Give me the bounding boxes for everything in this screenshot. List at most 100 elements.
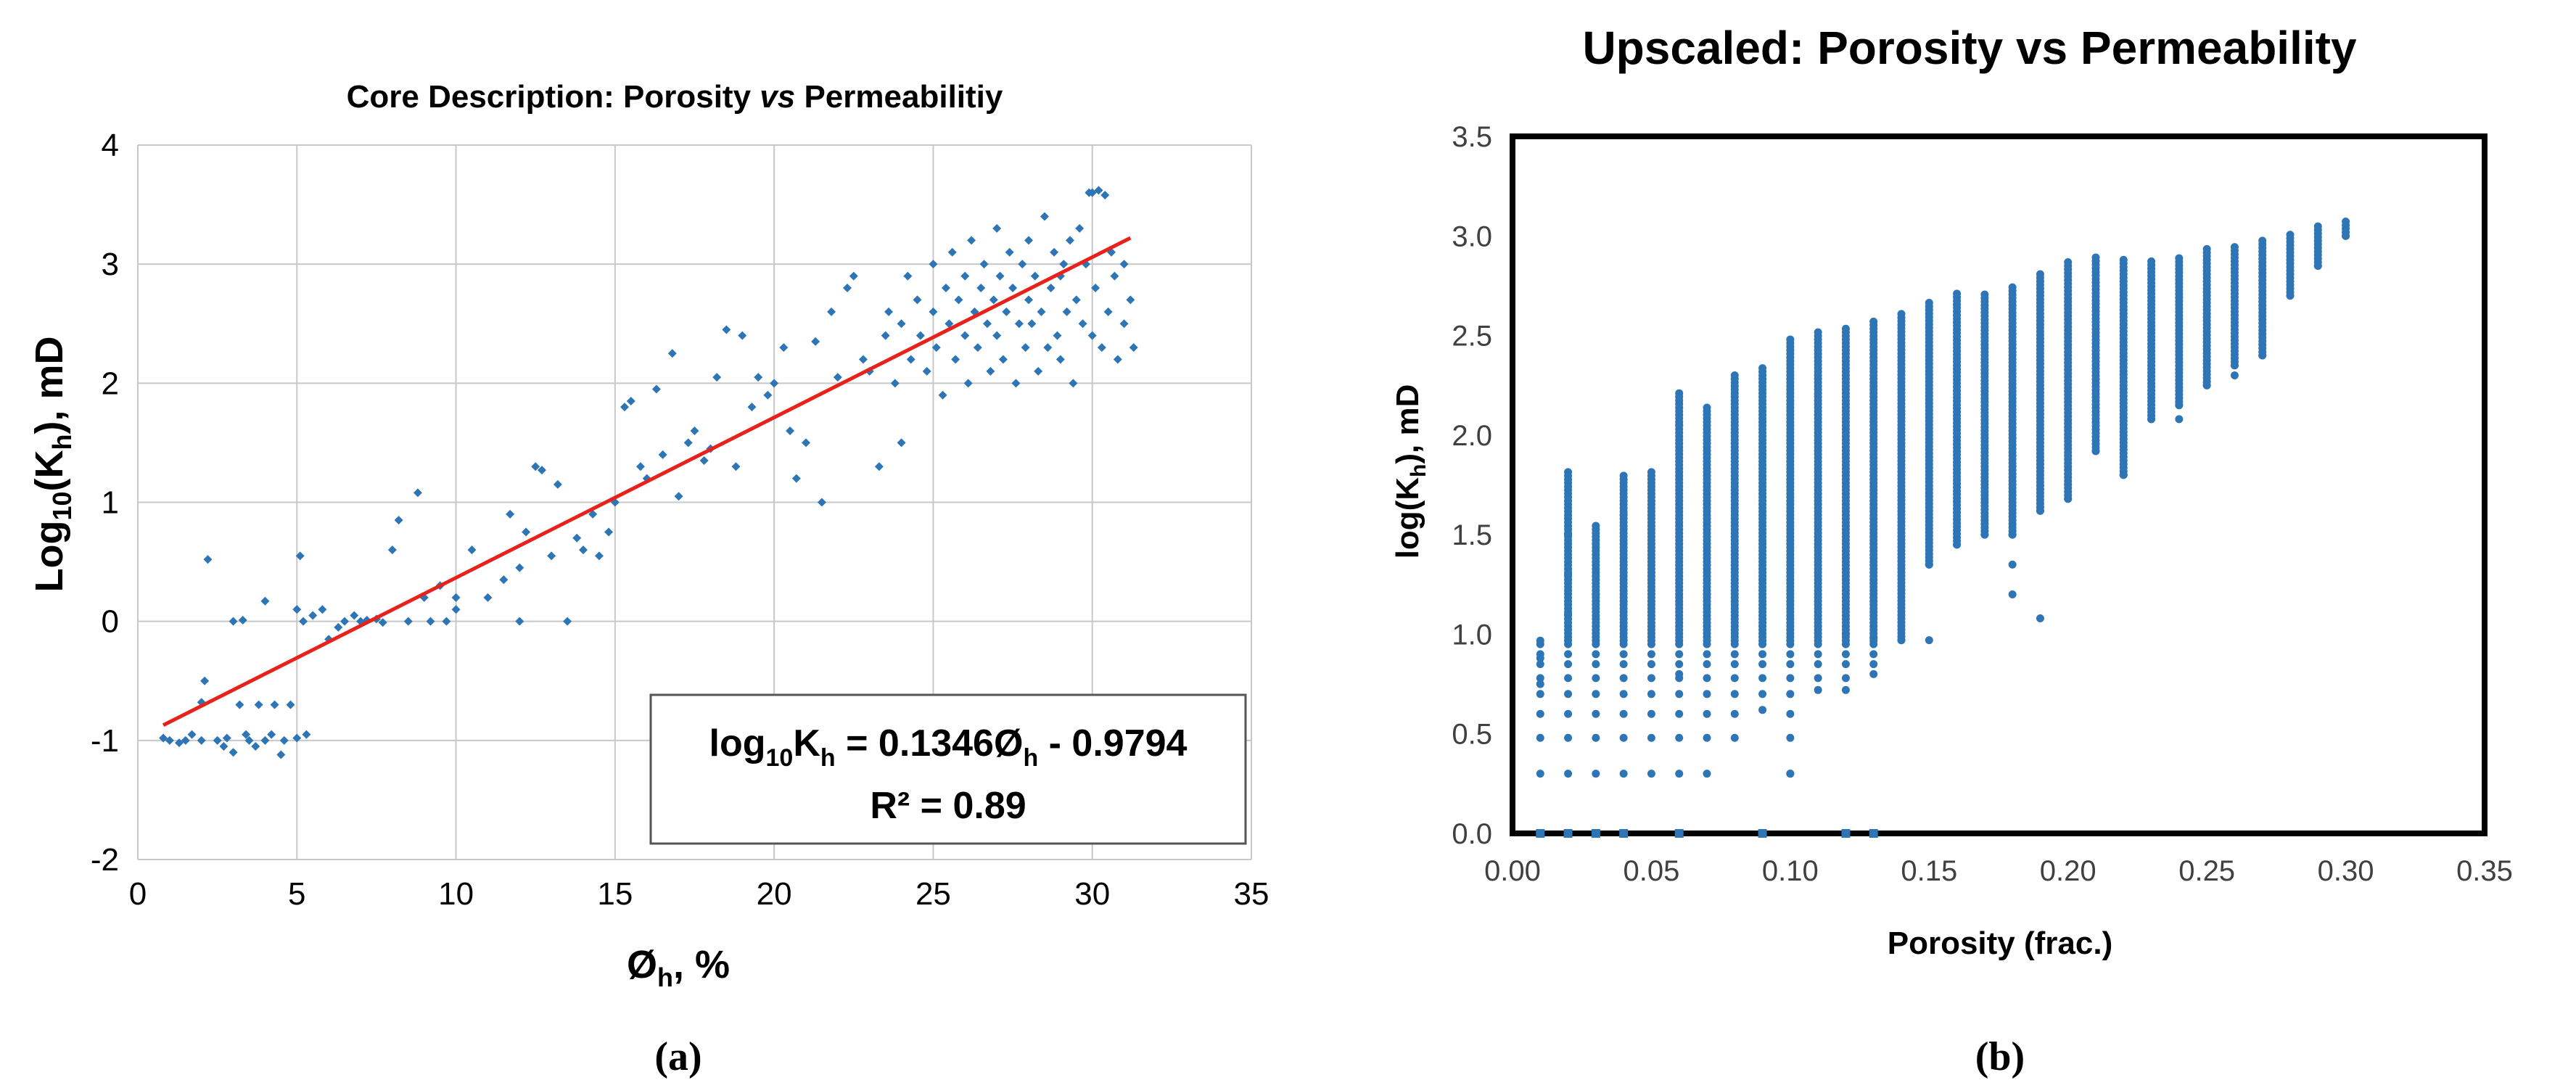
data-point (651, 384, 661, 394)
data-point (1647, 709, 1655, 718)
y-tick-label: 3 (102, 247, 119, 282)
data-point (1037, 307, 1046, 316)
data-point (2258, 351, 2267, 360)
data-point (960, 271, 970, 281)
data-point (1592, 660, 1600, 669)
x-tick-label: 0.10 (1762, 855, 1819, 887)
data-point (467, 545, 477, 555)
data-point (1024, 295, 1033, 305)
data-point (1087, 188, 1097, 197)
data-point (1024, 236, 1033, 245)
data-point (1564, 770, 1573, 778)
data-point (1953, 540, 1962, 549)
outlier-point (1925, 636, 1933, 645)
data-point (1592, 733, 1600, 742)
outlier-point (1841, 630, 1850, 638)
data-point (1008, 284, 1018, 292)
outlier-point (1619, 511, 1628, 519)
data-point (604, 527, 614, 537)
outlier-point (1592, 590, 1600, 599)
data-point (1005, 247, 1014, 257)
data-point (1592, 709, 1600, 718)
data-point (175, 738, 184, 748)
data-point (1786, 733, 1795, 742)
data-point (308, 611, 318, 620)
data-point (378, 618, 387, 627)
data-point (1592, 690, 1600, 698)
data-point (1786, 335, 1795, 344)
data-point (811, 337, 820, 346)
data-point (2230, 243, 2239, 252)
y-tick-label: 4 (102, 128, 119, 163)
data-point (572, 533, 582, 543)
data-point (1536, 636, 1544, 645)
outlier-point (1564, 570, 1573, 579)
x-tick-label: 0.15 (1901, 855, 1957, 887)
data-point (1002, 307, 1011, 316)
data-point (1675, 690, 1684, 698)
x-tick-label: 15 (597, 876, 633, 912)
data-point (1066, 236, 1075, 245)
data-point (906, 355, 915, 364)
data-point (989, 295, 998, 305)
data-point (292, 605, 302, 614)
data-point (903, 271, 913, 281)
data-point (817, 498, 826, 507)
data-point (2313, 261, 2322, 270)
caption-b: (b) (1975, 1034, 2025, 1079)
data-point (229, 617, 238, 626)
data-point (1126, 295, 1135, 305)
chart-a-title: Core Description: Porosity vs Permeabili… (347, 79, 1003, 115)
data-point (986, 366, 995, 376)
data-point (2091, 447, 2100, 456)
data-point (954, 295, 963, 305)
chart-b-plot-frame (1510, 133, 2487, 836)
data-point (334, 622, 343, 632)
data-point (1592, 522, 1600, 530)
chart-a-points (159, 186, 1138, 759)
data-point (1841, 324, 1850, 333)
outlier-point (2008, 590, 2017, 599)
outlier-point (2008, 530, 2017, 539)
data-point (394, 516, 403, 525)
data-point (302, 730, 311, 739)
data-point (1564, 660, 1573, 669)
data-point (992, 223, 1002, 233)
data-point (1619, 674, 1628, 683)
data-point (181, 735, 190, 745)
data-point (2202, 381, 2211, 390)
data-point (897, 438, 906, 448)
data-point (1869, 660, 1878, 669)
data-point (1647, 690, 1655, 698)
data-point (1675, 733, 1684, 742)
data-point (2064, 495, 2073, 503)
data-point (1011, 379, 1021, 388)
data-point (963, 379, 973, 388)
data-point (515, 617, 524, 626)
y-tick-label: 2.0 (1452, 420, 1492, 452)
data-point (1110, 271, 1119, 281)
data-point (350, 611, 359, 620)
data-point (1703, 650, 1711, 659)
outlier-point (2008, 560, 2017, 569)
r-squared-text: R² = 0.89 (870, 785, 1026, 827)
data-point (849, 271, 858, 281)
data-point (1119, 260, 1129, 269)
data-point (2342, 218, 2350, 226)
data-point-zero (1869, 829, 1878, 838)
data-point (1925, 299, 1933, 308)
data-point (483, 593, 493, 602)
data-point (915, 331, 925, 340)
data-point (1703, 770, 1711, 778)
data-point (1841, 660, 1850, 669)
data-point-zero (1536, 829, 1545, 838)
data-point (531, 462, 540, 471)
x-tick-label: 0.00 (1484, 855, 1541, 887)
data-point (1619, 733, 1628, 742)
data-point (235, 700, 244, 709)
y-tick-label: 1.5 (1452, 519, 1492, 551)
data-point (712, 373, 722, 382)
data-point (1129, 343, 1138, 353)
data-point (203, 555, 213, 564)
